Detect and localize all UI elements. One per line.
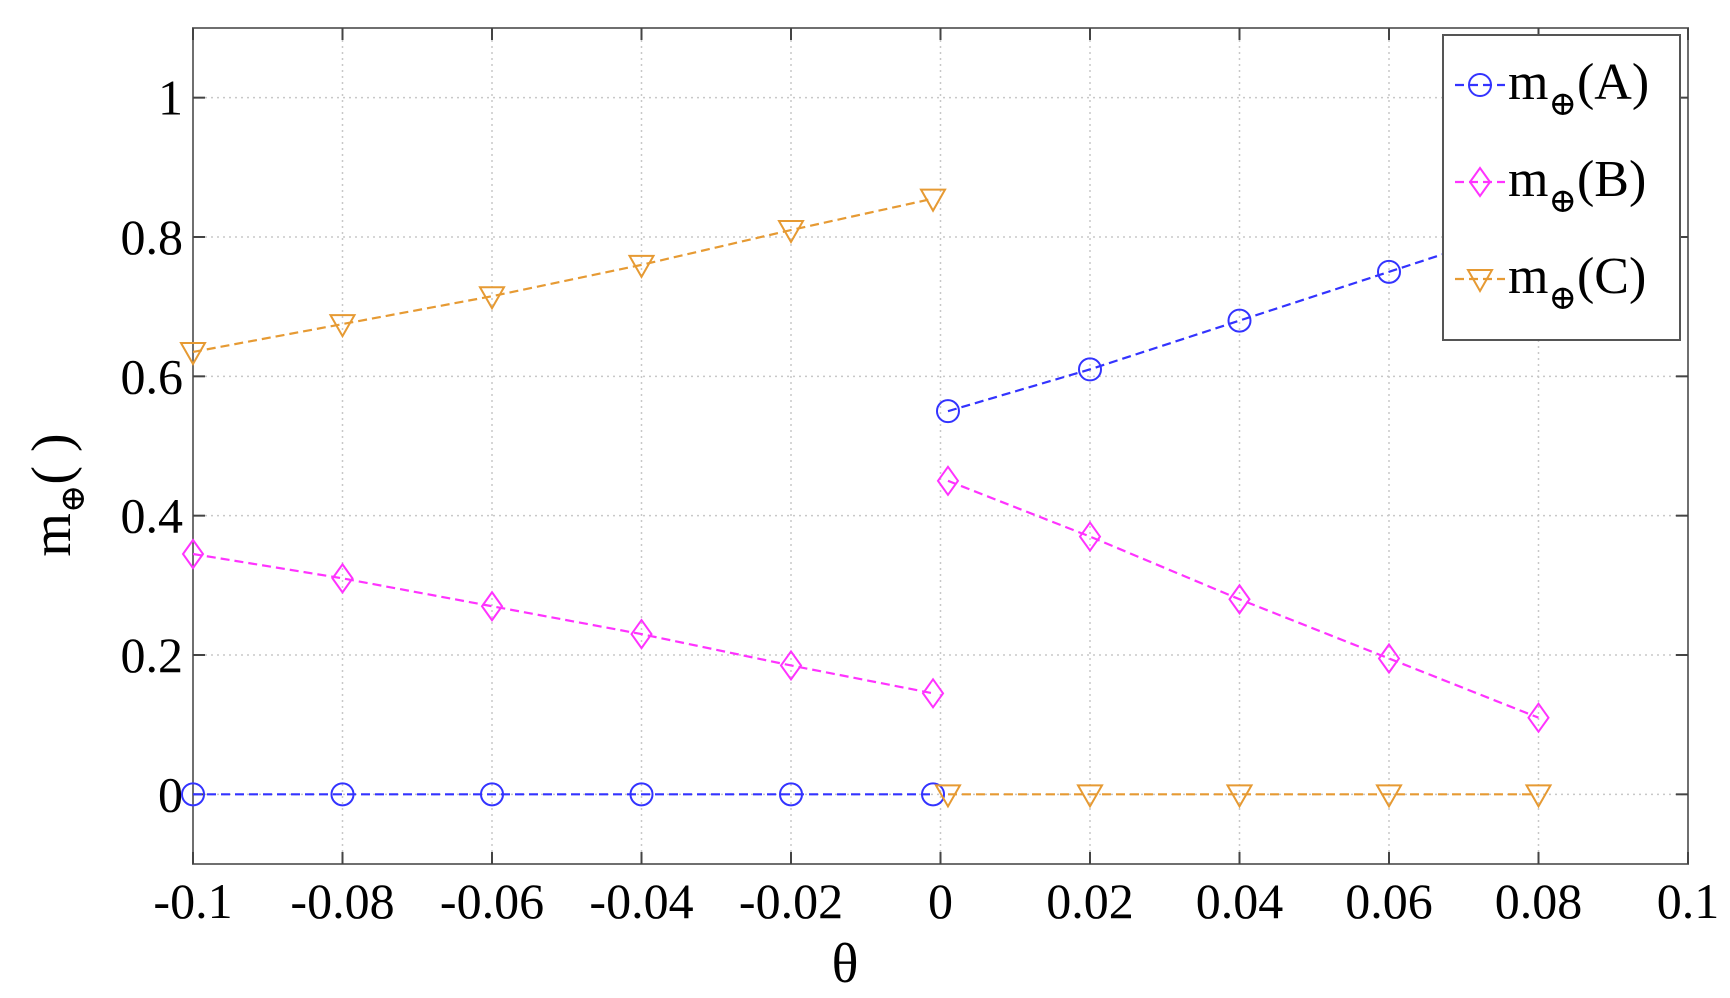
series-b-point-1-0 [936, 465, 960, 497]
x-tick-label-0: -0.1 [153, 873, 232, 929]
x-tick-label-9: 0.08 [1495, 873, 1583, 929]
x-tick-label-8: 0.06 [1345, 873, 1433, 929]
y-tick-label-2: 0.4 [121, 488, 184, 544]
legend-label-main: m [1508, 248, 1548, 305]
legend-label-suffix: (C) [1577, 248, 1646, 305]
series-a-point-0-0 [181, 782, 205, 807]
series-b-point-0-1 [331, 562, 354, 595]
legend-marker-c [1466, 269, 1494, 294]
legend-label-sub: ⊕ [1548, 183, 1577, 220]
x-tick-label-2: -0.06 [440, 873, 544, 929]
series-c-point-1-4 [1524, 784, 1553, 809]
legend-label-sub: ⊕ [1548, 280, 1577, 317]
series-b-point-1-4 [1527, 701, 1550, 734]
series-c-point-0-2 [478, 286, 506, 311]
series-c-point-0-4 [777, 220, 805, 245]
legend-label-b: m⊕(B) [1508, 151, 1646, 220]
series-b [181, 465, 1550, 734]
legend-label-sub: ⊕ [1548, 86, 1577, 123]
y-axis-label-suffix: ( ) [21, 433, 83, 484]
x-tick-label-4: -0.02 [739, 873, 843, 929]
legend-label-a: m⊕(A) [1508, 54, 1649, 123]
y-tick-label-3: 0.6 [121, 348, 184, 404]
legend-label-c: m⊕(C) [1508, 248, 1646, 317]
series-c-point-1-1 [1076, 784, 1104, 809]
series-b-point-0-4 [779, 649, 803, 682]
series-a-line-1 [947, 222, 1539, 413]
series-c-point-0-5 [919, 188, 947, 213]
series-c-line-0 [192, 197, 934, 354]
series-a-point-0-1 [330, 782, 355, 807]
legend-label-main: m [1508, 151, 1548, 208]
axis-ticks: -0.1 -0.08 -0.06 -0.04 -0.02 0 0.02 0.04 0.06 0.0… [121, 28, 1720, 929]
y-tick-label-4: 0.8 [121, 209, 184, 265]
series-b-point-0-3 [630, 618, 653, 650]
x-tick-label-5: 0 [928, 873, 953, 929]
y-tick-label-5: 1 [158, 70, 183, 126]
x-axis-label: θ [832, 933, 859, 995]
x-tick-label-7: 0.04 [1196, 873, 1284, 929]
y-tick-label-1: 0.2 [121, 627, 184, 683]
series-c-point-1-2 [1225, 784, 1254, 809]
x-tick-label-3: -0.04 [589, 873, 693, 929]
series-c-point-0-0 [179, 341, 207, 366]
legend-label-main: m [1508, 54, 1548, 111]
legend: m⊕(A)m⊕(B)m⊕(C) [1442, 34, 1681, 341]
series-b-point-0-0 [181, 538, 205, 570]
legend-label-suffix: (A) [1577, 54, 1649, 111]
series-a-point-1-3 [1377, 259, 1401, 284]
series-c-point-1-3 [1375, 784, 1403, 809]
series-c-point-0-3 [627, 254, 656, 279]
series-a [181, 211, 1551, 807]
y-axis-label: m⊕( ) [21, 433, 92, 556]
x-tick-label-1: -0.08 [290, 873, 394, 929]
y-axis-label-sub: ⊕ [55, 485, 92, 514]
legend-marker-b [1468, 166, 1492, 198]
series-a-point-0-3 [629, 782, 654, 807]
legend-marker-a [1468, 73, 1492, 97]
y-axis-label-main: m [21, 513, 83, 557]
series-b-point-0-5 [921, 677, 945, 710]
series-a-point-1-2 [1227, 308, 1252, 333]
series-b-point-0-2 [480, 590, 504, 622]
series-c [179, 188, 1553, 809]
series-a-point-0-4 [779, 782, 803, 807]
legend-box [1442, 34, 1681, 341]
legend-label-suffix: (B) [1577, 151, 1646, 208]
series-a-point-1-0 [935, 399, 960, 424]
series-b-point-1-3 [1377, 642, 1401, 675]
series-b-line-0 [192, 552, 934, 695]
series-b-point-1-2 [1228, 583, 1251, 615]
series-b-point-1-1 [1078, 520, 1102, 553]
series-c-point-0-1 [328, 314, 357, 339]
series-c-point-1-0 [934, 784, 962, 809]
series-b-line-1 [947, 479, 1539, 719]
x-tick-label-10: 0.1 [1657, 873, 1720, 929]
series-layer [179, 188, 1553, 809]
series-a-point-0-5 [921, 782, 946, 807]
series-a-point-1-1 [1078, 357, 1102, 382]
y-tick-label-0: 0 [158, 766, 183, 822]
legend-entries: m⊕(A)m⊕(B)m⊕(C) [1455, 54, 1649, 317]
x-tick-label-6: 0.02 [1046, 873, 1134, 929]
series-a-point-0-2 [480, 782, 504, 807]
